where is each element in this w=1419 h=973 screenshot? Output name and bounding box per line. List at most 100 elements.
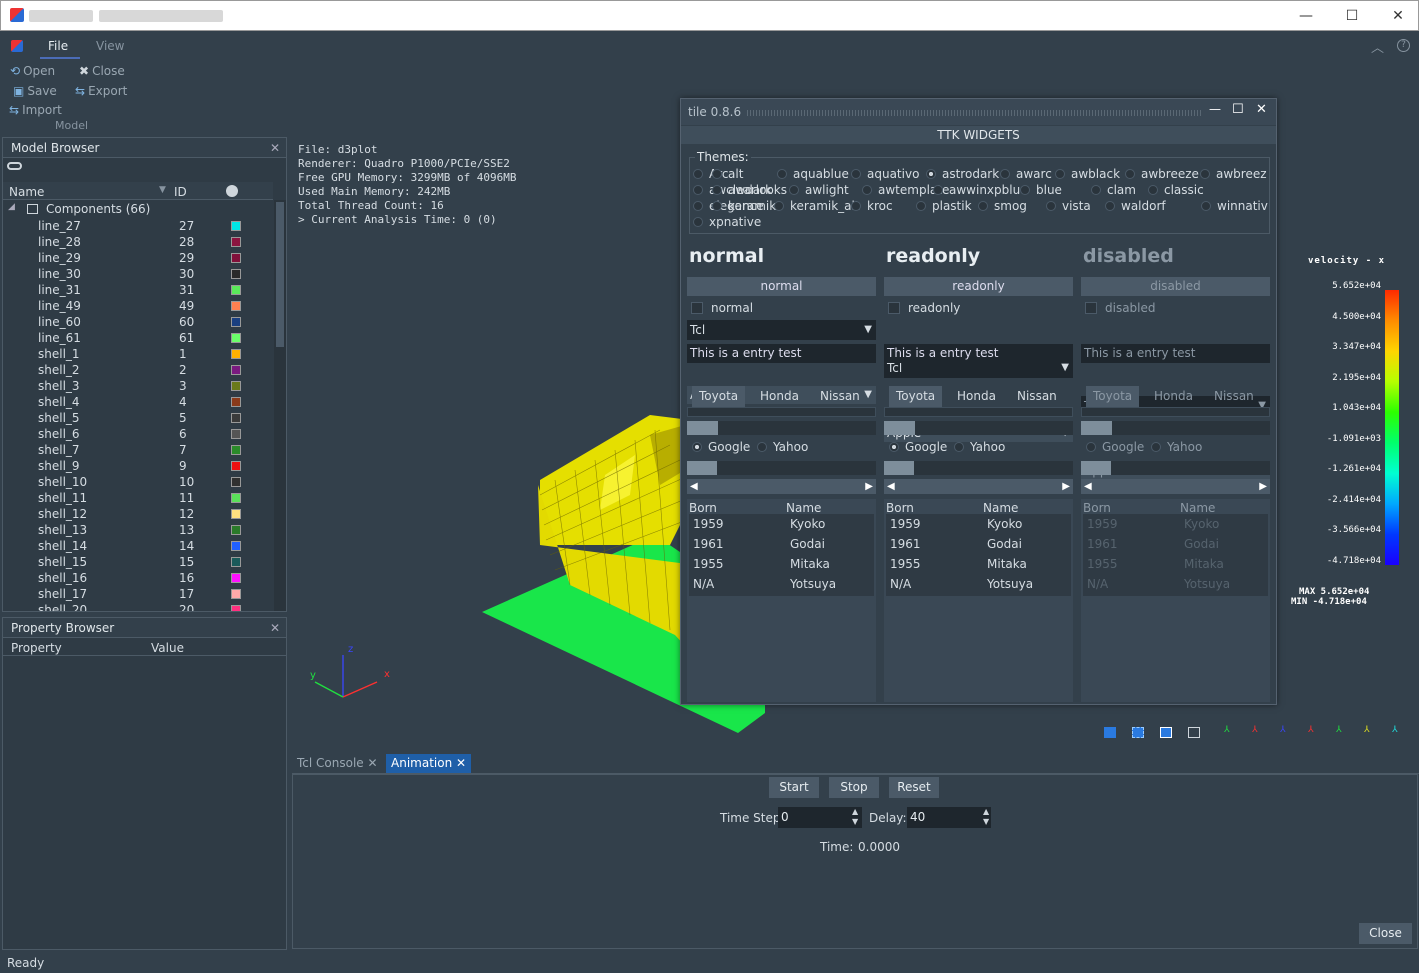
component-color-swatch[interactable] <box>231 541 241 551</box>
chevron-left-icon[interactable]: ◀ <box>887 481 895 492</box>
theme-radio-vista[interactable]: vista <box>1046 199 1091 213</box>
radio-yahoo[interactable]: Yahoo <box>757 440 808 454</box>
column-combobox[interactable]: Tcl ▼ <box>884 358 1073 378</box>
tile-titlebar[interactable]: tile 0.8.6 — ☐ ✕ <box>681 99 1276 125</box>
tab-animation[interactable]: Animation ✕ <box>386 754 472 773</box>
component-color-swatch[interactable] <box>231 557 241 567</box>
column-entry[interactable]: This is a entry test <box>884 344 1073 363</box>
theme-radio-awbreeze[interactable]: awbreeze <box>1125 167 1199 181</box>
theme-radio-astrodark[interactable]: astrodark <box>926 167 999 181</box>
minimize-button[interactable]: — <box>1299 8 1313 24</box>
component-color-swatch[interactable] <box>231 269 241 279</box>
table-row-born[interactable]: N/A <box>890 577 912 591</box>
help-icon[interactable]: ? <box>1397 39 1410 52</box>
close-icon[interactable]: ✕ <box>456 756 467 770</box>
col-name-header[interactable]: Name <box>786 501 822 515</box>
maximize-button[interactable]: ☐ <box>1345 8 1359 24</box>
component-color-swatch[interactable] <box>231 365 241 375</box>
menu-view[interactable]: View <box>96 39 125 53</box>
theme-radio-awwinxpblue[interactable]: awwinxpblue <box>933 183 1028 197</box>
theme-radio-awarc[interactable]: awarc <box>1000 167 1052 181</box>
component-color-swatch[interactable] <box>231 429 241 439</box>
list-item[interactable]: shell_16 16 <box>3 570 273 586</box>
menu-file[interactable]: File <box>48 39 69 53</box>
table-row-born[interactable]: 1955 <box>693 557 724 571</box>
theme-radio-winnativ[interactable]: winnativ <box>1201 199 1268 213</box>
component-color-swatch[interactable] <box>231 333 241 343</box>
list-item[interactable]: shell_17 17 <box>3 586 273 602</box>
component-color-swatch[interactable] <box>231 525 241 535</box>
save-button[interactable]: ▣ Save <box>13 84 57 98</box>
col-born-header[interactable]: Born <box>689 501 717 515</box>
list-item[interactable]: shell_2 2 <box>3 362 273 378</box>
component-color-swatch[interactable] <box>231 477 241 487</box>
list-item[interactable]: shell_10 10 <box>3 474 273 490</box>
theme-radio-plastik[interactable]: plastik <box>916 199 972 213</box>
horizontal-scrollbar[interactable]: ◀ ▶ <box>884 479 1073 494</box>
col-name-header[interactable]: Name <box>983 501 1019 515</box>
chevron-right-icon[interactable]: ▶ <box>1062 481 1070 492</box>
collapse-ribbon-icon[interactable]: ︿ <box>1371 41 1385 56</box>
list-item[interactable]: shell_7 7 <box>3 442 273 458</box>
chevron-down-icon[interactable]: ◢ <box>8 202 15 212</box>
view-axis-bottom-icon[interactable]: ⅄ <box>1392 725 1398 735</box>
reset-button[interactable]: Reset <box>889 777 939 798</box>
view-edges-icon[interactable] <box>1160 727 1172 738</box>
scale-slider[interactable] <box>884 461 1073 475</box>
chevron-down-icon[interactable]: ▼ <box>1061 362 1069 373</box>
table-row-name[interactable]: Kyoko <box>987 517 1023 531</box>
component-color-swatch[interactable] <box>231 573 241 583</box>
table-row-name[interactable]: Yotsuya <box>790 577 837 591</box>
table-row-born[interactable]: 1961 <box>693 537 724 551</box>
close-icon[interactable]: ✕ <box>269 621 280 635</box>
component-color-swatch[interactable] <box>231 253 241 263</box>
column-checkbox[interactable]: normal <box>691 301 753 315</box>
close-icon[interactable]: ✕ <box>269 141 280 155</box>
view-axis-left-icon[interactable]: ⅄ <box>1308 725 1314 735</box>
theme-radio-awclearlooks[interactable]: awclearlooks <box>693 183 787 197</box>
close-model-button[interactable]: ✖ Close <box>79 64 125 78</box>
list-item[interactable]: shell_12 12 <box>3 506 273 522</box>
notebook-tab-honda[interactable]: Honda <box>760 389 799 403</box>
theme-radio-elegance[interactable]: elegance <box>693 199 764 213</box>
spin-arrows-icon[interactable]: ▲ ▼ <box>852 807 859 826</box>
component-color-swatch[interactable] <box>231 605 241 611</box>
maximize-button[interactable]: ☐ <box>1232 102 1244 117</box>
app-menu-icon[interactable] <box>11 40 23 52</box>
view-axis-back-icon[interactable]: ⅄ <box>1280 725 1286 735</box>
table-row-born[interactable]: 1961 <box>890 537 921 551</box>
table-row-name[interactable]: Godai <box>987 537 1022 551</box>
component-color-swatch[interactable] <box>231 381 241 391</box>
view-axis-front-icon[interactable]: ⅄ <box>1252 725 1258 735</box>
theme-radio-waldorf[interactable]: waldorf <box>1105 199 1166 213</box>
list-item[interactable]: shell_11 11 <box>3 490 273 506</box>
link-icon[interactable] <box>7 162 22 170</box>
theme-radio-awblack[interactable]: awblack <box>1055 167 1120 181</box>
chevron-down-icon[interactable]: ▼ <box>864 389 872 400</box>
component-color-swatch[interactable] <box>231 461 241 471</box>
component-color-swatch[interactable] <box>231 589 241 599</box>
col-name-header[interactable]: Name <box>9 185 45 199</box>
list-item[interactable]: shell_6 6 <box>3 426 273 442</box>
horizontal-scrollbar[interactable]: ◀ ▶ <box>687 479 876 494</box>
view-solid-icon[interactable] <box>1104 727 1116 738</box>
theme-radio-awtemplate[interactable]: awtemplate <box>862 183 949 197</box>
theme-radio-awbreez[interactable]: awbreez <box>1200 167 1267 181</box>
theme-radio-kroc[interactable]: kroc <box>851 199 893 213</box>
list-item[interactable]: line_30 30 <box>3 266 273 282</box>
list-item[interactable]: line_61 61 <box>3 330 273 346</box>
list-item[interactable]: line_31 31 <box>3 282 273 298</box>
list-item[interactable]: line_49 49 <box>3 298 273 314</box>
list-item[interactable]: shell_15 15 <box>3 554 273 570</box>
list-item[interactable]: shell_9 9 <box>3 458 273 474</box>
theme-radio-keramik[interactable]: keramik <box>712 199 776 213</box>
spin-arrows-icon[interactable]: ▲ ▼ <box>983 807 990 826</box>
table-row-name[interactable]: Mitaka <box>790 557 830 571</box>
list-item[interactable]: shell_20 20 <box>3 602 273 611</box>
component-color-swatch[interactable] <box>231 413 241 423</box>
component-color-swatch[interactable] <box>231 509 241 519</box>
notebook-tab-honda[interactable]: Honda <box>957 389 996 403</box>
radio-google[interactable]: Google <box>889 440 947 454</box>
notebook-tab-nissan[interactable]: Nissan <box>820 389 860 403</box>
close-button[interactable]: Close <box>1359 923 1412 944</box>
